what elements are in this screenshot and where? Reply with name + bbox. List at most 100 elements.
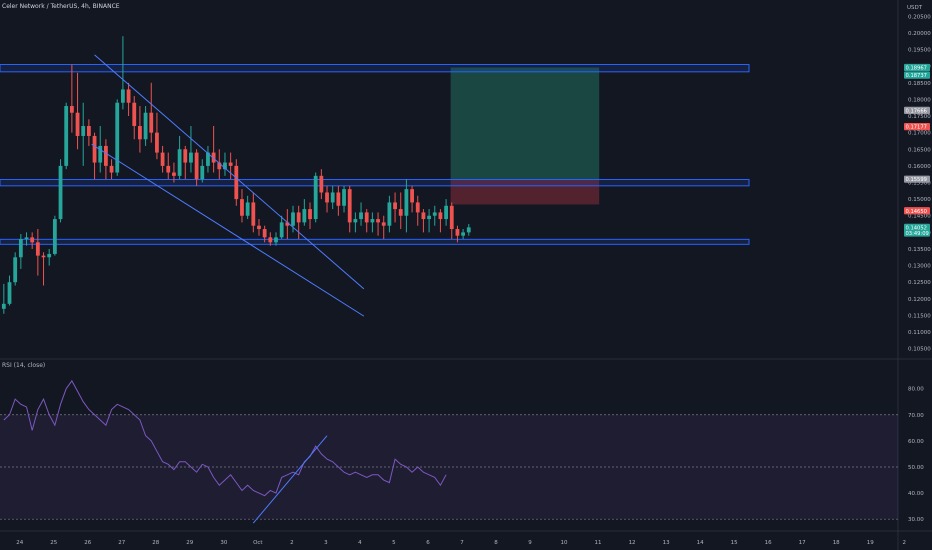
price-tick-label: 0.12000 bbox=[908, 297, 931, 303]
candle-body bbox=[291, 212, 295, 226]
rsi-trendline bbox=[252, 435, 328, 524]
candle-body bbox=[415, 202, 420, 213]
time-tick-label: 26 bbox=[84, 540, 91, 546]
candle-body bbox=[370, 219, 375, 223]
time-tick-label: 17 bbox=[799, 540, 806, 546]
candle-body bbox=[404, 189, 409, 216]
candle-body bbox=[410, 189, 414, 203]
time-tick-label: 9 bbox=[528, 540, 532, 546]
price-tick-label: 0.13500 bbox=[908, 247, 931, 253]
rsi-tick-label: 70.00 bbox=[908, 413, 924, 419]
candle-body bbox=[69, 106, 74, 113]
candle-body bbox=[353, 219, 358, 223]
price-marker-label: 0.17177 bbox=[906, 125, 927, 131]
candle-body bbox=[206, 152, 210, 166]
candle-body bbox=[121, 89, 125, 103]
candle-body bbox=[398, 209, 403, 216]
candle-body bbox=[41, 255, 46, 258]
candle-body bbox=[228, 162, 233, 166]
price-marker bbox=[904, 123, 930, 131]
price-tick-label: 0.18500 bbox=[908, 81, 931, 87]
rsi-axis[interactable]: 80.00 70.00 60.00 50.00 40.00 30.00 bbox=[908, 387, 924, 524]
candle-body bbox=[189, 152, 193, 163]
candle-body bbox=[257, 225, 261, 230]
time-axis[interactable]: 24 25 26 27 28 29 30 Oct 2 3 4 5 6 7 8 9 10 11 12 13 14 15 16 1… bbox=[16, 540, 906, 546]
rsi-indicator-label[interactable]: RSI (14, close) bbox=[2, 362, 46, 369]
candle-body bbox=[381, 222, 386, 226]
time-tick-label: 16 bbox=[765, 540, 772, 546]
candle-body bbox=[444, 205, 448, 220]
trendline bbox=[94, 54, 365, 290]
price-marker-label: 0.14650 bbox=[906, 209, 927, 215]
time-tick-label: 7 bbox=[460, 540, 464, 546]
symbol-title[interactable]: Celer Network / TetherUS, 4h, BINANCE bbox=[2, 3, 120, 10]
price-marker bbox=[904, 106, 930, 114]
time-tick-label: 14 bbox=[697, 540, 704, 546]
time-tick-label: 29 bbox=[186, 540, 193, 546]
time-tick-label: 24 bbox=[16, 540, 23, 546]
candle-body bbox=[75, 112, 80, 136]
candle-body bbox=[313, 175, 318, 220]
candle-body bbox=[155, 132, 159, 153]
candle-body bbox=[279, 222, 284, 238]
price-tick-label: 0.14500 bbox=[908, 214, 931, 220]
candle-body bbox=[449, 205, 454, 230]
price-axis-unit: USDT bbox=[907, 5, 923, 11]
time-tick-label: Oct bbox=[253, 540, 263, 546]
stop-zone bbox=[450, 179, 600, 205]
price-axis[interactable]: USDT0.205000.200000.195000.190000.185000… bbox=[904, 5, 931, 353]
price-tick-label: 0.12500 bbox=[908, 280, 931, 286]
candle-body bbox=[336, 192, 341, 206]
candle-body bbox=[7, 282, 12, 304]
price-tick-label: 0.15500 bbox=[908, 181, 931, 187]
candle-body bbox=[274, 237, 278, 243]
long-position-tool[interactable] bbox=[450, 67, 600, 205]
candle-body bbox=[172, 172, 176, 176]
price-marker bbox=[904, 63, 930, 72]
candle-body bbox=[285, 222, 290, 226]
candle-body bbox=[52, 219, 57, 254]
price-tick-label: 0.10500 bbox=[908, 347, 931, 353]
trendlines[interactable] bbox=[91, 54, 365, 317]
price-marker bbox=[904, 229, 930, 237]
candle-body bbox=[223, 162, 227, 170]
time-tick-label: 11 bbox=[595, 540, 602, 546]
candle-body bbox=[64, 106, 69, 166]
price-zone bbox=[0, 64, 750, 73]
rsi-tick-label: 30.00 bbox=[908, 517, 924, 523]
candle-body bbox=[466, 227, 471, 233]
candle-body bbox=[18, 239, 23, 258]
candle-body bbox=[432, 212, 437, 216]
candle-body bbox=[393, 202, 397, 210]
price-zone bbox=[0, 238, 750, 245]
price-marker-label: 03:49:09 bbox=[906, 231, 929, 237]
candle-body bbox=[58, 165, 63, 220]
candle-body bbox=[308, 209, 312, 220]
candle-body bbox=[86, 125, 91, 136]
price-tick-label: 0.20500 bbox=[908, 14, 931, 20]
candle-body bbox=[35, 242, 40, 256]
candle-body bbox=[364, 212, 369, 223]
candle-body bbox=[177, 149, 182, 176]
candle-body bbox=[24, 237, 29, 240]
rsi-line bbox=[3, 379, 447, 497]
candle-body bbox=[325, 192, 329, 203]
time-tick-label: 15 bbox=[731, 540, 738, 546]
price-tick-label: 0.17500 bbox=[908, 114, 931, 120]
time-tick-label: 3 bbox=[324, 540, 328, 546]
candle-body bbox=[92, 135, 97, 163]
price-marker bbox=[904, 71, 930, 79]
support-resistance-zones[interactable] bbox=[0, 64, 750, 245]
target-zone bbox=[450, 67, 600, 180]
candle-body bbox=[81, 125, 86, 136]
time-tick-label: 4 bbox=[358, 540, 362, 546]
time-tick-label: 2 bbox=[902, 540, 906, 546]
candle-body bbox=[47, 253, 52, 258]
time-tick-label: 13 bbox=[663, 540, 670, 546]
candle-body bbox=[376, 219, 380, 223]
price-marker-label: 0.14052 bbox=[906, 225, 927, 231]
price-tick-label: 0.16000 bbox=[908, 164, 931, 170]
candle-body bbox=[13, 257, 18, 283]
time-tick-label: 5 bbox=[392, 540, 396, 546]
